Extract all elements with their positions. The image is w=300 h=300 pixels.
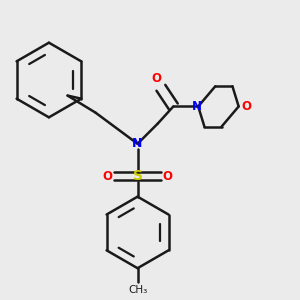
Text: O: O [163,170,173,183]
Text: O: O [151,72,161,85]
Text: N: N [132,137,143,150]
Text: O: O [241,100,251,113]
Text: CH₃: CH₃ [128,285,147,295]
Text: S: S [133,169,142,183]
Text: N: N [192,100,202,113]
Text: O: O [102,170,112,183]
